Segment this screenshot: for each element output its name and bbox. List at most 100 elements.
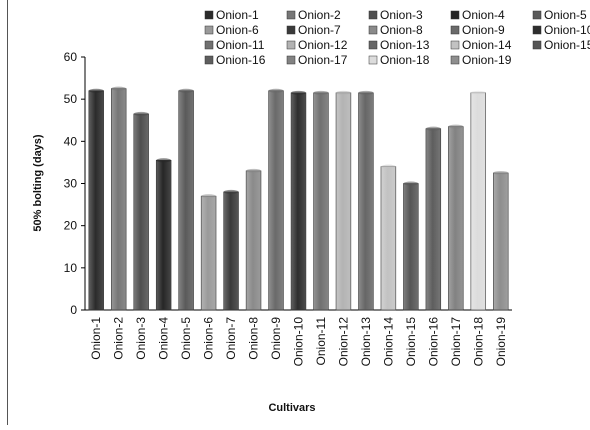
legend-swatch xyxy=(204,55,214,65)
legend-swatch xyxy=(532,25,542,35)
bar-top-cap xyxy=(380,164,396,169)
bar-onion-19 xyxy=(493,170,509,311)
bar-onion-13 xyxy=(358,90,374,311)
legend-swatch xyxy=(286,55,296,65)
bar-top-cap xyxy=(88,88,104,93)
legend-label: Onion-6 xyxy=(216,23,259,37)
bar-rect xyxy=(133,113,149,311)
legend-label: Onion-9 xyxy=(462,23,505,37)
bar-onion-10 xyxy=(290,90,307,311)
bar-top-cap xyxy=(268,88,284,93)
bar-top-cap xyxy=(156,158,172,163)
legend-label: Onion-4 xyxy=(462,8,505,22)
legend-item: Onion-15 xyxy=(532,38,590,52)
y-axis-title: 50% bolting (days) xyxy=(32,134,44,232)
x-tick-label: Onion-18 xyxy=(471,317,485,367)
y-tick-label: 30 xyxy=(64,177,78,191)
y-tick-label: 10 xyxy=(64,261,78,275)
bar-onion-4 xyxy=(155,158,172,311)
bar-top-cap xyxy=(133,111,149,116)
bar-rect xyxy=(448,126,464,311)
legend-item: Onion-19 xyxy=(450,53,512,67)
bar-top-cap xyxy=(178,88,194,93)
bar-rect xyxy=(358,92,374,311)
legend-label: Onion-7 xyxy=(298,23,341,37)
x-tick-label: Onion-3 xyxy=(134,317,148,360)
x-tick-label: Onion-15 xyxy=(404,317,418,367)
bar-rect xyxy=(380,166,397,311)
bar-onion-11 xyxy=(313,90,329,311)
bar-rect xyxy=(335,92,352,311)
x-tick-label: Onion-9 xyxy=(269,317,283,360)
legend-item: Onion-16 xyxy=(204,53,266,67)
x-tick-label: Onion-16 xyxy=(426,317,440,367)
bar-onion-8 xyxy=(245,168,262,311)
bar-top-cap xyxy=(291,90,306,95)
legend-swatch xyxy=(450,40,460,50)
bar-onion-3 xyxy=(133,111,149,311)
legend-item: Onion-3 xyxy=(368,8,423,22)
legend-item: Onion-13 xyxy=(368,38,430,52)
legend-item: Onion-17 xyxy=(286,53,348,67)
legend-item: Onion-9 xyxy=(450,23,505,37)
y-tick-label: 40 xyxy=(64,134,78,148)
legend-label: Onion-10 xyxy=(544,23,590,37)
bar-onion-7 xyxy=(223,189,239,311)
legend-item: Onion-4 xyxy=(450,8,505,22)
legend-item: Onion-5 xyxy=(532,8,587,22)
bar-onion-1 xyxy=(88,88,104,311)
y-tick-label: 20 xyxy=(64,219,78,233)
legend-swatch xyxy=(204,40,214,50)
legend-swatch xyxy=(204,10,214,20)
legend-label: Onion-19 xyxy=(462,53,512,67)
x-tick-label: Onion-8 xyxy=(247,317,261,360)
x-tick-label: Onion-17 xyxy=(449,317,463,367)
bar-top-cap xyxy=(493,170,509,175)
bar-top-cap xyxy=(336,90,351,95)
legend-item: Onion-18 xyxy=(368,53,430,67)
legend-swatch xyxy=(368,25,378,35)
bar-rect xyxy=(110,88,127,311)
legend-label: Onion-16 xyxy=(216,53,266,67)
bar-rect xyxy=(88,90,104,311)
bar-top-cap xyxy=(201,194,217,199)
bar-rect xyxy=(223,191,239,311)
bar-rect xyxy=(290,92,307,311)
bar-top-cap xyxy=(246,168,261,173)
legend-label: Onion-2 xyxy=(298,8,341,22)
legend-item: Onion-14 xyxy=(450,38,512,52)
legend-swatch xyxy=(286,10,296,20)
x-tick-label: Onion-11 xyxy=(314,317,328,366)
legend-label: Onion-3 xyxy=(380,8,423,22)
legend-swatch xyxy=(450,25,460,35)
bar-top-cap xyxy=(313,90,329,95)
y-tick-label: 50 xyxy=(64,92,78,106)
bar-onion-16 xyxy=(425,126,442,311)
bar-rect xyxy=(493,172,509,311)
legend-item: Onion-7 xyxy=(286,23,341,37)
legend-swatch xyxy=(532,10,542,20)
x-tick-label: Onion-10 xyxy=(292,317,306,367)
bar-top-cap xyxy=(448,124,464,129)
x-tick-label: Onion-6 xyxy=(202,317,216,360)
bar-onion-6 xyxy=(200,194,217,311)
legend-swatch xyxy=(368,40,378,50)
legend-swatch xyxy=(368,10,378,20)
legend-label: Onion-11 xyxy=(216,38,265,52)
bar-rect xyxy=(155,160,172,311)
x-axis-ticks: Onion-1 Onion-2 Onion-3 Onion-4 Onion-5 Onion… xyxy=(89,317,508,367)
x-tick-label: Onion-2 xyxy=(112,317,126,360)
legend-item: Onion-2 xyxy=(286,8,341,22)
bar-onion-15 xyxy=(403,181,419,311)
legend-swatch xyxy=(450,10,460,20)
x-tick-label: Onion-12 xyxy=(336,317,350,367)
bar-rect xyxy=(268,90,284,311)
bar-onion-12 xyxy=(335,90,352,311)
legend-swatch xyxy=(286,25,296,35)
legend-swatch xyxy=(204,25,214,35)
bar-rect xyxy=(245,170,262,311)
bar-top-cap xyxy=(425,126,441,131)
legend-item: Onion-10 xyxy=(532,23,590,37)
